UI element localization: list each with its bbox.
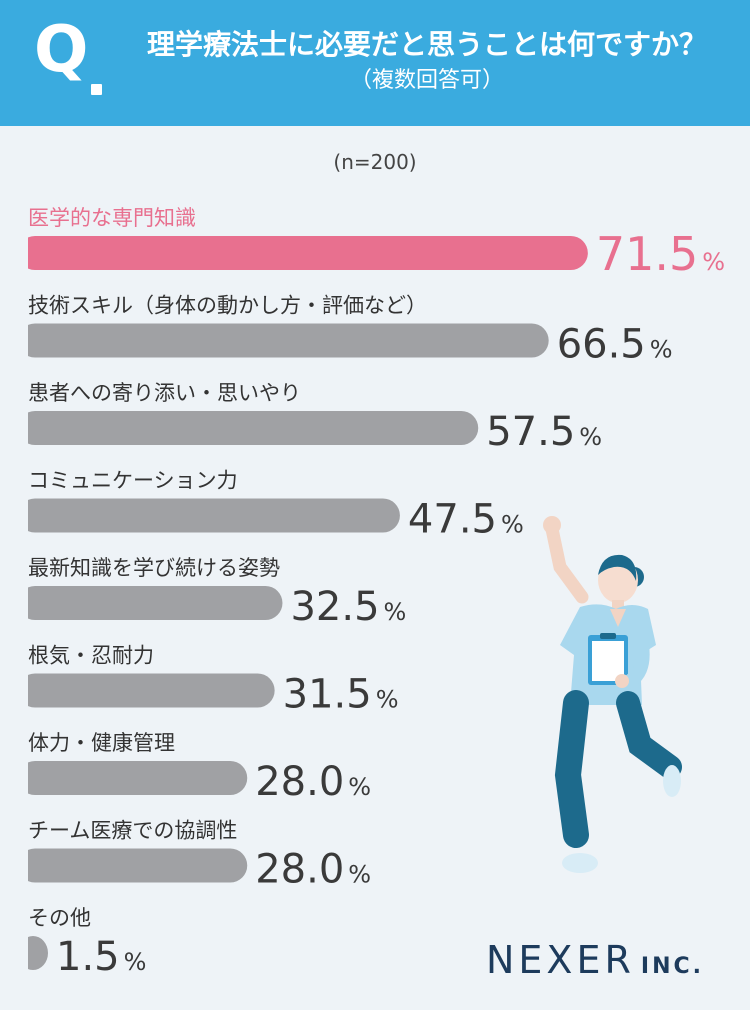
bar-flat-edge-8 [0,936,28,970]
bar-label-4: 最新知識を学び続ける姿勢 [28,556,280,580]
bar-flat-edge-1 [0,323,28,358]
bar-unit-1: % [650,336,673,364]
bar-flat-edge-4 [0,586,28,620]
bar-value-8: 1.5 [56,934,120,980]
question-title: 理学療法士に必要だと思うことは何ですか？ [146,28,707,61]
bar-4 [18,586,283,620]
bar-unit-7: % [348,861,371,889]
bar-label-2: 患者への寄り添い・思いやり [28,381,301,405]
q-dot [91,84,102,95]
bar-unit-2: % [579,423,602,451]
bar-unit-3: % [501,511,524,539]
bar-value-1: 66.5 [557,322,646,368]
bar-5 [18,673,275,708]
bar-value-7: 28.0 [255,847,344,893]
bar-unit-6: % [348,773,371,801]
bar-flat-edge-2 [0,411,28,445]
bar-label-7: チーム医療での協調性 [28,819,237,843]
bar-3 [18,498,400,533]
bar-flat-edge-6 [0,761,28,795]
bar-flat-edge-5 [0,673,28,708]
brand-logo: NEXER INC. [486,938,704,982]
bar-label-0: 医学的な専門知識 [28,206,196,230]
bar-value-5: 31.5 [283,672,372,718]
question-header: Q 理学療法士に必要だと思うことは何ですか？ （複数回答可） [0,0,750,126]
bar-flat-edge-0 [0,236,28,270]
q-mark: Q [34,13,89,87]
bar-label-6: 体力・健康管理 [28,731,175,755]
bar-label-8: その他 [28,906,91,930]
bar-label-3: コミュニケーション力 [28,469,238,493]
bar-unit-5: % [376,686,399,714]
bar-unit-8: % [124,948,147,976]
bar-value-2: 57.5 [486,409,575,455]
bar-value-4: 32.5 [290,584,379,630]
bar-flat-edge-3 [0,498,28,533]
bar-unit-0: % [702,248,725,276]
bar-flat-edge-7 [0,848,28,883]
bar-label-1: 技術スキル（身体の動かし方・評価など） [28,294,427,318]
brand-suffix: INC. [640,954,704,979]
bar-value-6: 28.0 [255,759,344,805]
bar-6 [18,761,248,795]
bar-1 [18,323,549,358]
bar-0 [18,236,588,270]
bar-2 [18,411,479,445]
bar-value-3: 47.5 [408,497,497,543]
sample-size: (n=200) [333,150,417,174]
brand-name: NEXER [486,938,635,982]
nurse-cheering-illustration [543,516,682,873]
bar-label-5: 根気・忍耐力 [28,644,154,668]
bar-value-0: 71.5 [596,227,698,281]
bar-7 [18,848,248,883]
bar-unit-4: % [384,598,407,626]
question-subtitle: （複数回答可） [349,68,504,93]
